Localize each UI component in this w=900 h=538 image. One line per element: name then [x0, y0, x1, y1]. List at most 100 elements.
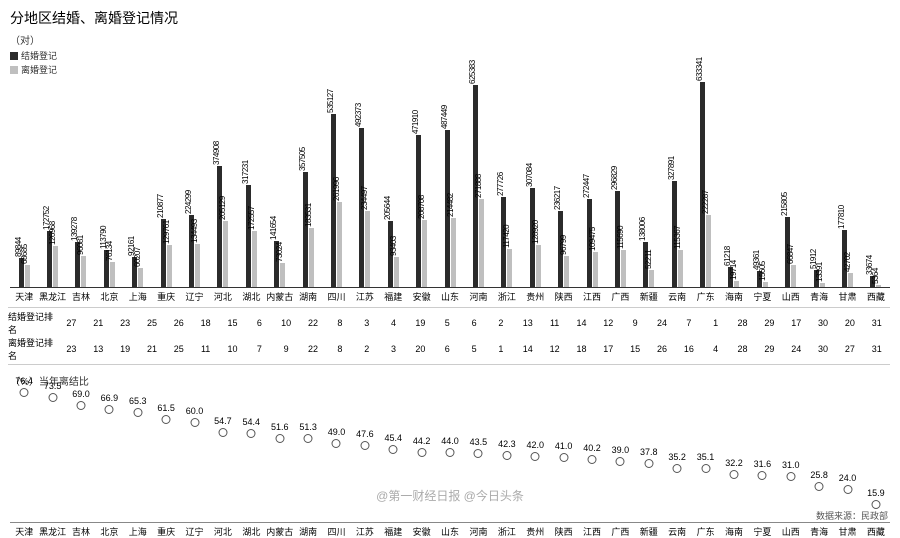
bar-divorce: 96799 [564, 256, 569, 287]
bar-value-divorce: 208708 [417, 195, 426, 219]
rank-cell-divorce: 26 [649, 344, 676, 354]
province-column: 4936115605 [748, 271, 776, 287]
xaxis-label: 海南 [720, 525, 748, 538]
scatter-value: 47.6 [356, 429, 374, 439]
province-column: 487449214482 [436, 130, 464, 287]
scatter-column: 25.8 [805, 390, 833, 520]
rank-head-marriage: 结婚登记排名 [8, 310, 58, 336]
scatter-point [815, 482, 824, 491]
xaxis-label: 江西 [578, 525, 606, 538]
rank-cell-divorce: 19 [112, 344, 139, 354]
xaxis-label: 广东 [691, 525, 719, 538]
bar-marriage: 317231 [246, 185, 251, 287]
scatter-value: 43.5 [470, 437, 488, 447]
bar-divorce: 66847 [791, 265, 796, 287]
scatter-point [758, 471, 767, 480]
scatter-value: 31.0 [782, 460, 800, 470]
xaxis-label: 福建 [379, 525, 407, 538]
bar-divorce: 183531 [309, 228, 314, 287]
bar-value-divorce: 73024 [275, 243, 284, 263]
bar-divorce: 109475 [593, 252, 598, 287]
scatter-value: 54.7 [214, 416, 232, 426]
scatter-value: 73.5 [44, 381, 62, 391]
rank-cell-marriage: 6 [246, 318, 273, 328]
data-source: 数据来源：民政部 [816, 509, 888, 522]
bar-marriage: 374908 [217, 166, 222, 287]
province-column: 13927896081 [67, 242, 95, 287]
bar-divorce: 76134 [110, 262, 115, 287]
scatter-point [105, 405, 114, 414]
xaxis-label: 广东 [691, 290, 719, 303]
bar-value-divorce: 205129 [218, 196, 227, 220]
province-column: 492373234497 [351, 128, 379, 287]
bar-value-divorce: 93403 [389, 236, 398, 256]
xaxis-label: 辽宁 [180, 525, 208, 538]
bar-value-divorce: 222287 [701, 190, 710, 214]
bar-divorce: 208708 [422, 220, 427, 287]
xaxis-label: 天津 [10, 290, 38, 303]
scatter-point [275, 434, 284, 443]
scatter-value: 35.1 [697, 452, 715, 462]
xaxis-label: 湖北 [237, 290, 265, 303]
rank-cell-divorce: 15 [622, 344, 649, 354]
xaxis-label: 北京 [95, 290, 123, 303]
xaxis-label: 河南 [464, 290, 492, 303]
xaxis-label: 青海 [805, 290, 833, 303]
scatter-point [20, 388, 29, 397]
rank-cell-divorce: 9 [273, 344, 300, 354]
rank-cell-marriage: 21 [85, 318, 112, 328]
province-column: 327891115367 [663, 181, 691, 287]
xaxis-label: 吉林 [67, 525, 95, 538]
bar-value-marriage: 487449 [440, 105, 449, 129]
scatter-value: 25.8 [810, 470, 828, 480]
xaxis-label: 青海 [805, 525, 833, 538]
rank-cell-divorce: 7 [246, 344, 273, 354]
bar-value-marriage: 327891 [667, 156, 676, 180]
scatter-column: 24.0 [833, 390, 861, 520]
xaxis-label: 甘肃 [833, 290, 861, 303]
scatter-point [389, 445, 398, 454]
rank-cell-divorce: 20 [407, 344, 434, 354]
scatter-value: 51.3 [299, 422, 317, 432]
rank-row-divorce: 离婚登记排名 231319212511107922823206511412181… [8, 336, 890, 362]
scatter-value: 42.3 [498, 439, 516, 449]
bar-divorce: 128920 [536, 245, 541, 287]
bar-divorce: 172557 [252, 231, 257, 287]
scatter-value: 66.9 [101, 393, 119, 403]
rank-cell-marriage: 3 [353, 318, 380, 328]
scatter-point [588, 455, 597, 464]
xaxis-label: 四川 [322, 525, 350, 538]
xaxis-label: 海南 [720, 290, 748, 303]
rank-cell-marriage: 2 [488, 318, 515, 328]
rank-cell-marriage: 18 [192, 318, 219, 328]
scatter-column: 35.1 [691, 390, 719, 520]
xaxis-label: 西藏 [862, 290, 890, 303]
xaxis-label: 上海 [124, 525, 152, 538]
province-column: 23621796799 [549, 211, 577, 287]
scatter-point [502, 451, 511, 460]
scatter-column: 41.0 [549, 390, 577, 520]
xaxis-label: 山西 [777, 290, 805, 303]
rank-cell-divorce: 4 [702, 344, 729, 354]
rank-cell-marriage: 25 [139, 318, 166, 328]
rank-cell-marriage: 1 [702, 318, 729, 328]
province-column: 172752126968 [38, 231, 66, 287]
xaxis-label: 重庆 [152, 525, 180, 538]
rank-cell-divorce: 10 [219, 344, 246, 354]
scatter-point [871, 500, 880, 509]
xaxis-label: 黑龙江 [38, 290, 66, 303]
scatter-point [673, 464, 682, 473]
xaxis-label: 贵州 [521, 525, 549, 538]
bar-value-marriage: 277726 [496, 173, 505, 197]
bar-value-marriage: 215805 [780, 193, 789, 217]
bar-marriage: 633341 [700, 82, 705, 287]
scatter-point [446, 448, 455, 457]
scatter-point [218, 428, 227, 437]
bar-value-divorce: 271888 [474, 174, 483, 198]
xaxis-label: 辽宁 [180, 290, 208, 303]
rank-cell-divorce: 3 [380, 344, 407, 354]
rank-cell-marriage: 12 [595, 318, 622, 328]
bar-value-divorce: 214482 [446, 193, 455, 217]
rank-cell-divorce: 30 [810, 344, 837, 354]
rank-cell-divorce: 28 [729, 344, 756, 354]
